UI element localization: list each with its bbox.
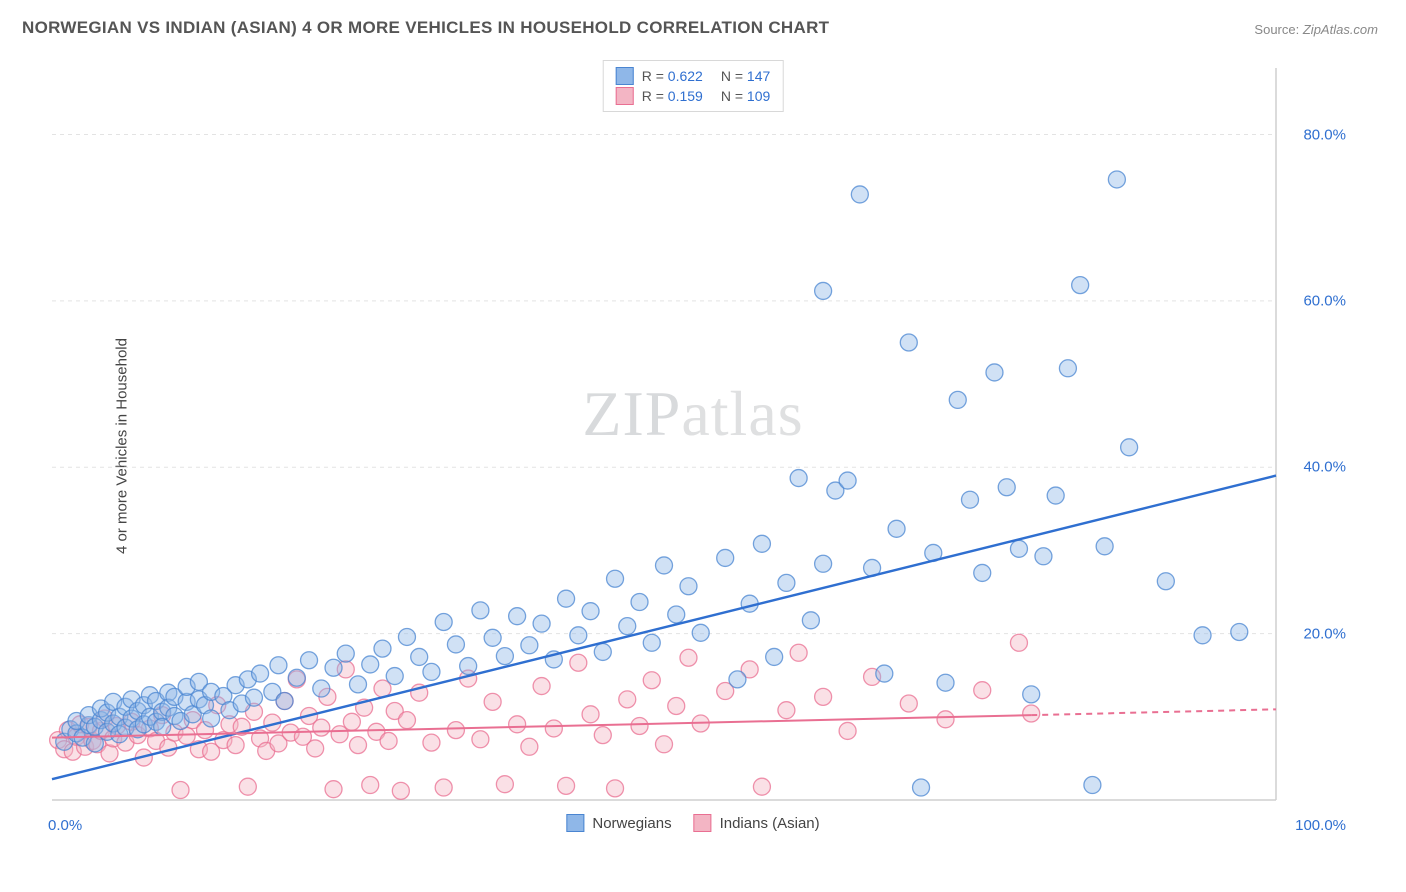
- y-tick-label: 20.0%: [1303, 625, 1346, 642]
- plot-area: ZIPatlas R = 0.622 N = 147 R = 0.159 N =…: [48, 60, 1338, 830]
- chart-container: NORWEGIAN VS INDIAN (ASIAN) 4 OR MORE VE…: [0, 0, 1406, 892]
- swatch-norwegians: [616, 67, 634, 85]
- x-axis-max-label: 100.0%: [1295, 817, 1346, 834]
- y-tick-label: 40.0%: [1303, 459, 1346, 476]
- legend-label-indians: Indians (Asian): [720, 815, 820, 832]
- y-tick-label: 60.0%: [1303, 292, 1346, 309]
- scatter-svg: [48, 60, 1338, 830]
- r-value-norwegians: 0.622: [668, 68, 703, 84]
- series-legend: Norwegians Indians (Asian): [566, 814, 819, 832]
- swatch-norwegians-icon: [566, 814, 584, 832]
- legend-row-indians: R = 0.159 N = 109: [616, 87, 771, 105]
- n-value-indians: 109: [747, 88, 770, 104]
- legend-item-indians: Indians (Asian): [694, 814, 820, 832]
- legend-row-norwegians: R = 0.622 N = 147: [616, 67, 771, 85]
- legend-label-norwegians: Norwegians: [592, 815, 671, 832]
- y-tick-label: 80.0%: [1303, 126, 1346, 143]
- source-attribution: Source: ZipAtlas.com: [1254, 22, 1378, 37]
- swatch-indians-icon: [694, 814, 712, 832]
- chart-title: NORWEGIAN VS INDIAN (ASIAN) 4 OR MORE VE…: [22, 18, 829, 38]
- correlation-legend: R = 0.622 N = 147 R = 0.159 N = 109: [603, 60, 784, 112]
- n-value-norwegians: 147: [747, 68, 770, 84]
- r-value-indians: 0.159: [668, 88, 703, 104]
- source-value: ZipAtlas.com: [1303, 22, 1378, 37]
- x-axis-min-label: 0.0%: [48, 817, 82, 834]
- legend-item-norwegians: Norwegians: [566, 814, 671, 832]
- swatch-indians: [616, 87, 634, 105]
- source-label: Source:: [1254, 22, 1299, 37]
